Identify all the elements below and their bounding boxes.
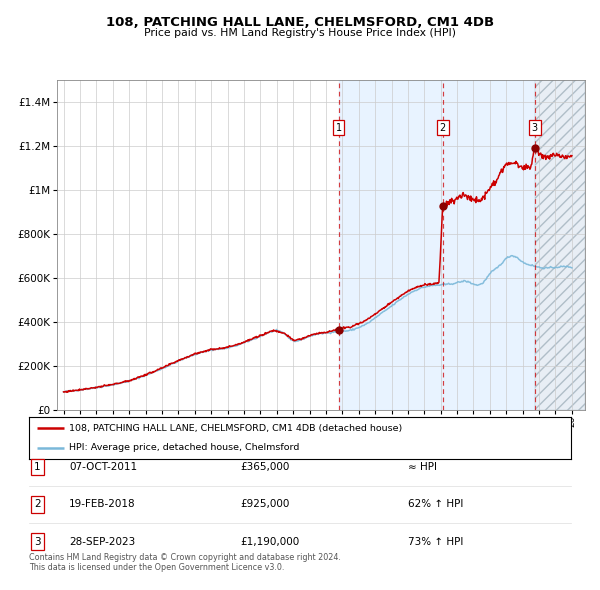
Text: 62% ↑ HPI: 62% ↑ HPI	[408, 500, 463, 509]
Text: 1: 1	[335, 123, 341, 133]
Text: ≈ HPI: ≈ HPI	[408, 463, 437, 472]
Text: 108, PATCHING HALL LANE, CHELMSFORD, CM1 4DB: 108, PATCHING HALL LANE, CHELMSFORD, CM1…	[106, 16, 494, 29]
Text: £365,000: £365,000	[240, 463, 289, 472]
Text: £1,190,000: £1,190,000	[240, 537, 299, 546]
Text: Contains HM Land Registry data © Crown copyright and database right 2024.: Contains HM Land Registry data © Crown c…	[29, 553, 341, 562]
Text: 73% ↑ HPI: 73% ↑ HPI	[408, 537, 463, 546]
Text: 108, PATCHING HALL LANE, CHELMSFORD, CM1 4DB (detached house): 108, PATCHING HALL LANE, CHELMSFORD, CM1…	[70, 424, 403, 432]
Text: £925,000: £925,000	[240, 500, 289, 509]
Bar	[535, 80, 585, 410]
Text: Price paid vs. HM Land Registry's House Price Index (HPI): Price paid vs. HM Land Registry's House …	[144, 28, 456, 38]
Text: 1: 1	[34, 463, 41, 472]
Text: 2: 2	[34, 500, 41, 509]
Text: 28-SEP-2023: 28-SEP-2023	[69, 537, 135, 546]
Text: This data is licensed under the Open Government Licence v3.0.: This data is licensed under the Open Gov…	[29, 563, 284, 572]
Bar	[338, 80, 535, 410]
Text: 19-FEB-2018: 19-FEB-2018	[69, 500, 136, 509]
Text: 3: 3	[532, 123, 538, 133]
Text: 3: 3	[34, 537, 41, 546]
Text: HPI: Average price, detached house, Chelmsford: HPI: Average price, detached house, Chel…	[70, 443, 300, 452]
Text: 2: 2	[440, 123, 446, 133]
Text: 07-OCT-2011: 07-OCT-2011	[69, 463, 137, 472]
